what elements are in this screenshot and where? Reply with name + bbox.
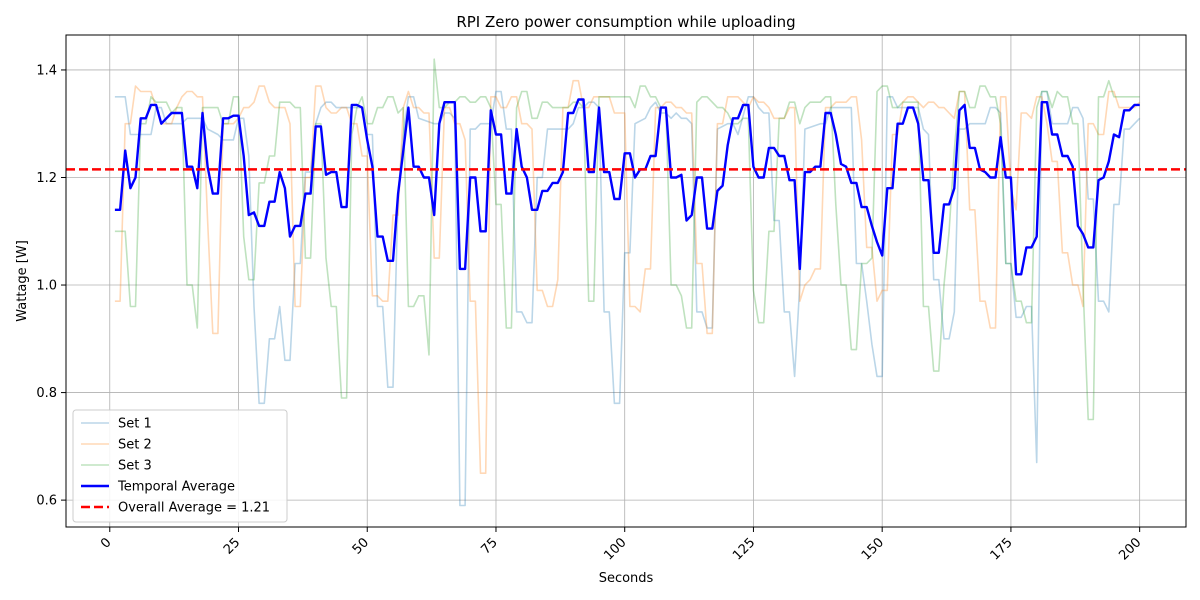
y-axis: 0.6 0.8 1.0 1.2 1.4 (36, 63, 66, 509)
y-tick-label: 1.2 (36, 171, 57, 186)
chart-title: RPI Zero power consumption while uploadi… (456, 13, 795, 31)
y-tick-label: 0.8 (36, 386, 57, 401)
y-tick-label: 1.0 (36, 279, 57, 294)
series-line-set-2 (114, 79, 1141, 475)
legend-box (72, 409, 288, 523)
legend-label: Set 3 (118, 459, 152, 474)
plot-lines (114, 58, 1141, 507)
grid (66, 35, 1186, 527)
series-line-temporal-average (114, 98, 1140, 276)
series-line-set-1 (114, 90, 1141, 507)
legend-label: Temporal Average (117, 480, 235, 495)
y-tick-label: 0.6 (36, 494, 57, 509)
legend-label: Set 1 (118, 417, 152, 432)
legend: Set 1 Set 2 Set 3 Temporal Average Overall A… (72, 409, 288, 523)
legend-label: Overall Average = 1.21 (118, 501, 270, 516)
x-axis-label: Seconds (599, 571, 654, 586)
y-axis-label: Wattage [W] (15, 240, 30, 322)
plot-frame (65, 34, 1187, 528)
y-tick-label: 1.4 (36, 63, 57, 78)
legend-label: Set 2 (118, 438, 152, 453)
series-line-set-3 (114, 58, 1140, 421)
